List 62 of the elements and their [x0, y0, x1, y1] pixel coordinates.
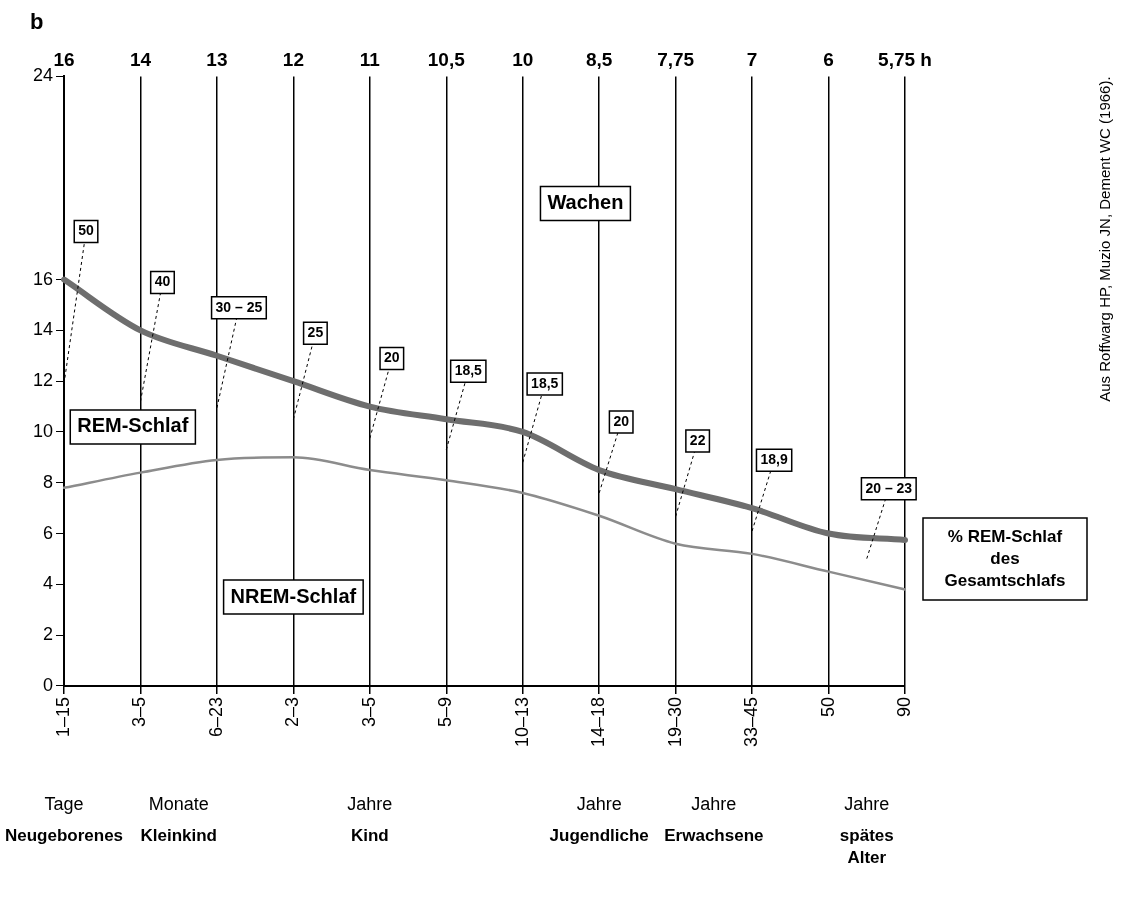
text: Aus Roffwarg HP, Muzio JN, Dement WC (1966). [1096, 76, 1114, 402]
annotation: 20 [384, 349, 400, 366]
annotation: 18,9 [760, 451, 788, 468]
text: Tage [44, 793, 84, 814]
annotation: 20 [613, 412, 630, 429]
annotation: 20 – 23 [865, 479, 913, 496]
annotation: REM-Schlaf [77, 414, 189, 437]
x-tick-label: 3–5 [358, 696, 379, 727]
text: Jahre [347, 793, 393, 814]
text: Kleinkind [140, 826, 217, 846]
y-tick-label: 24 [32, 65, 54, 86]
text: 12 [282, 49, 304, 71]
text: Jahre [844, 793, 890, 814]
x-tick-label: 1–15 [52, 696, 73, 737]
y-tick-label: 14 [32, 319, 54, 340]
text: Jahre [691, 793, 737, 814]
y-tick-label: 16 [32, 268, 54, 289]
y-tick-label: 6 [43, 522, 54, 543]
annotation: 30 – 25 [215, 298, 263, 315]
y-tick-label: 2 [43, 624, 54, 645]
text: Jugendliche [549, 826, 649, 846]
text: Monate [148, 793, 209, 814]
y-tick-label: 4 [43, 573, 54, 594]
x-tick-label: 90 [893, 696, 914, 717]
text: 11 [359, 49, 381, 71]
chart-title: b [30, 9, 44, 35]
text: 10 [512, 49, 534, 71]
text: 6 [823, 49, 834, 71]
x-tick-label: 50 [817, 696, 838, 717]
annotation: 18,5 [454, 362, 483, 379]
annotation: 18,5 [531, 374, 559, 391]
text: Erwachsene [664, 826, 764, 846]
annotation: 50 [78, 222, 95, 239]
x-tick-label: 6–23 [205, 696, 226, 737]
annotation: 40 [154, 273, 171, 290]
annotation: NREM-Schlaf [230, 584, 357, 607]
text: 7 [746, 49, 758, 71]
text: 13 [206, 49, 228, 71]
x-tick-label: 19–30 [664, 696, 685, 748]
y-tick-label: 10 [32, 420, 54, 441]
annotation: 25 [307, 324, 324, 341]
text: 14 [129, 49, 152, 71]
y-tick-label: 12 [32, 370, 54, 391]
text: 10,5 [427, 49, 466, 71]
annotation: Wachen [547, 190, 624, 213]
x-tick-label: 3–5 [129, 696, 150, 727]
text: 8,5 [585, 49, 613, 71]
x-tick-label: 10–13 [511, 696, 532, 748]
x-tick-label: 33–45 [741, 696, 762, 748]
text: Jahre [576, 793, 622, 814]
text: 5,75 h [878, 49, 932, 71]
text: Neugeborenes [4, 826, 124, 846]
text: Kind [350, 826, 389, 846]
annotation: 22 [689, 431, 706, 448]
x-tick-label: 2–3 [282, 696, 303, 727]
x-tick-label: 5–9 [435, 696, 456, 727]
x-tick-label: 14–18 [588, 696, 609, 748]
text: 7,75 [657, 49, 695, 71]
y-tick-label: 0 [43, 674, 54, 695]
text: spätes Alter [839, 826, 894, 868]
text: % REM-Schlaf des Gesamtschlafs [944, 526, 1066, 590]
y-tick-label: 8 [43, 471, 54, 492]
